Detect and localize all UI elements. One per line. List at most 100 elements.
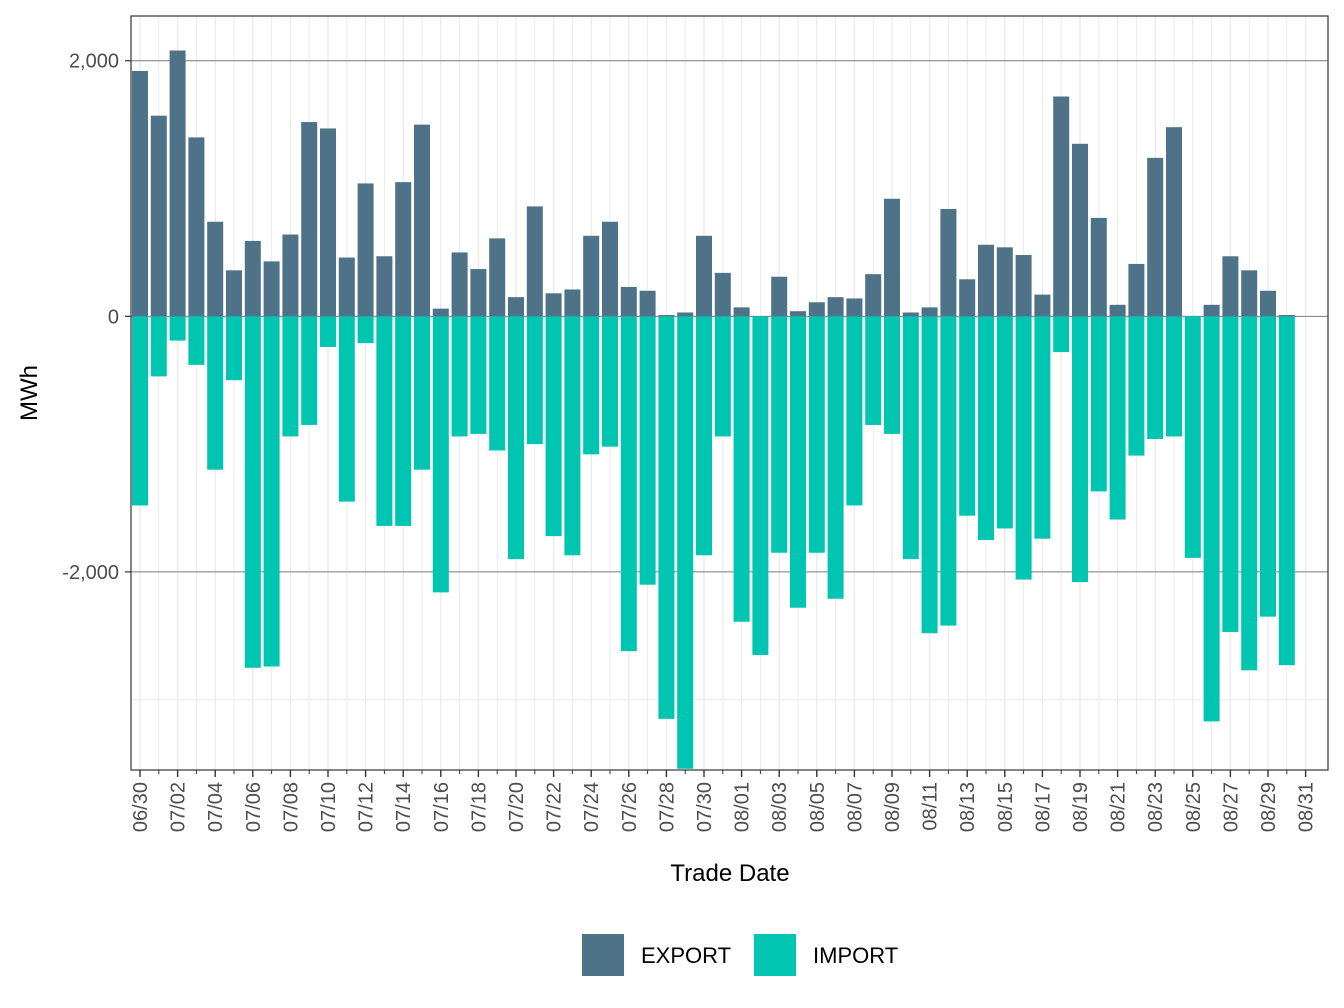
bar-import-08-01 bbox=[733, 316, 750, 622]
bar-import-08-19 bbox=[1072, 316, 1088, 583]
bar-export-08-04 bbox=[790, 311, 806, 317]
bar-import-07-09 bbox=[301, 316, 318, 425]
bar-export-07-12 bbox=[357, 183, 374, 317]
bar-export-07-07 bbox=[263, 261, 280, 317]
legend: EXPORT IMPORT bbox=[582, 934, 898, 976]
bar-export-08-05 bbox=[808, 302, 825, 317]
bar-import-07-15 bbox=[414, 316, 430, 470]
bar-export-08-17 bbox=[1034, 294, 1051, 317]
bar-export-07-22 bbox=[545, 293, 562, 317]
x-tick-label: 07/16 bbox=[431, 782, 453, 832]
y-tick-label: 0 bbox=[108, 306, 119, 328]
x-tick-label: 06/30 bbox=[130, 782, 152, 832]
bar-export-07-28 bbox=[658, 315, 675, 317]
bar-import-06-30 bbox=[132, 316, 148, 506]
bar-import-07-16 bbox=[432, 316, 449, 593]
bar-export-08-07 bbox=[846, 298, 863, 317]
bar-import-08-07 bbox=[846, 316, 863, 506]
bar-import-07-12 bbox=[357, 316, 374, 344]
bar-export-08-30 bbox=[1278, 315, 1295, 317]
y-axis-title: MWh bbox=[16, 365, 43, 421]
bar-export-08-23 bbox=[1147, 157, 1164, 317]
bar-export-06-30 bbox=[132, 70, 148, 317]
bar-import-07-14 bbox=[395, 316, 412, 526]
bar-export-08-24 bbox=[1166, 127, 1182, 317]
bar-export-08-26 bbox=[1203, 304, 1220, 317]
legend-key-export bbox=[582, 934, 624, 976]
legend-label-export: EXPORT bbox=[641, 943, 731, 968]
bar-import-08-05 bbox=[808, 316, 825, 553]
bar-import-07-25 bbox=[602, 316, 618, 447]
x-tick-label: 07/28 bbox=[656, 782, 678, 832]
bar-export-08-28 bbox=[1241, 270, 1258, 317]
bar-export-08-18 bbox=[1053, 96, 1070, 317]
bar-import-07-19 bbox=[489, 316, 506, 451]
bar-export-07-15 bbox=[414, 124, 430, 317]
bar-export-08-27 bbox=[1222, 256, 1239, 317]
bar-export-07-16 bbox=[432, 308, 449, 317]
bar-export-08-06 bbox=[827, 297, 844, 317]
bar-export-07-04 bbox=[207, 221, 224, 317]
bar-import-08-17 bbox=[1034, 316, 1051, 539]
x-tick-label: 07/20 bbox=[506, 782, 528, 832]
bar-export-07-05 bbox=[226, 270, 242, 317]
bar-export-08-10 bbox=[902, 312, 919, 317]
bar-export-07-25 bbox=[602, 221, 618, 317]
y-axis: 2,000 0 -2,000 bbox=[62, 51, 131, 584]
x-tick-label: 08/05 bbox=[807, 782, 829, 832]
bar-export-07-29 bbox=[677, 312, 694, 317]
x-tick-label: 07/10 bbox=[318, 782, 340, 832]
bar-import-08-10 bbox=[902, 316, 919, 560]
y-tick-label: 2,000 bbox=[69, 51, 119, 73]
bar-export-07-14 bbox=[395, 182, 412, 317]
bar-import-08-30 bbox=[1278, 316, 1295, 666]
bar-import-08-15 bbox=[996, 316, 1013, 529]
bar-export-08-09 bbox=[884, 198, 900, 317]
x-tick-label: 07/14 bbox=[393, 782, 415, 832]
x-tick-label: 07/22 bbox=[544, 782, 566, 832]
bar-export-08-19 bbox=[1072, 143, 1088, 317]
bar-import-08-20 bbox=[1090, 316, 1107, 492]
bar-import-07-22 bbox=[545, 316, 562, 537]
bar-export-07-24 bbox=[583, 235, 600, 317]
bar-export-08-12 bbox=[940, 208, 957, 317]
x-tick-label: 08/15 bbox=[995, 782, 1017, 832]
bar-export-08-15 bbox=[996, 247, 1013, 317]
bar-import-07-10 bbox=[320, 316, 336, 347]
bar-import-08-12 bbox=[940, 316, 957, 626]
bar-export-08-21 bbox=[1109, 304, 1126, 317]
x-tick-label: 08/19 bbox=[1070, 782, 1092, 832]
bar-export-07-30 bbox=[696, 235, 712, 317]
x-tick-label: 08/21 bbox=[1108, 782, 1130, 832]
bar-export-07-20 bbox=[508, 297, 524, 317]
legend-label-import: IMPORT bbox=[813, 943, 898, 968]
x-tick-label: 07/02 bbox=[168, 782, 190, 832]
x-tick-label: 08/01 bbox=[732, 782, 754, 832]
bar-import-07-28 bbox=[658, 316, 675, 719]
bar-import-08-16 bbox=[1015, 316, 1032, 580]
x-axis-title: Trade Date bbox=[670, 860, 789, 887]
bar-export-08-13 bbox=[959, 279, 976, 317]
bar-import-07-06 bbox=[244, 316, 261, 668]
bar-export-07-27 bbox=[639, 290, 656, 317]
x-tick-label: 07/18 bbox=[468, 782, 490, 832]
x-tick-label: 07/26 bbox=[619, 782, 641, 832]
x-tick-label: 08/29 bbox=[1258, 782, 1280, 832]
x-tick-label: 08/31 bbox=[1296, 782, 1318, 832]
bar-import-08-06 bbox=[827, 316, 844, 599]
bar-export-08-08 bbox=[865, 274, 882, 317]
bar-import-08-24 bbox=[1166, 316, 1182, 437]
bar-import-08-25 bbox=[1184, 316, 1201, 558]
bar-export-07-18 bbox=[470, 269, 487, 317]
bar-export-07-19 bbox=[489, 238, 506, 317]
bar-import-08-08 bbox=[865, 316, 882, 425]
bar-import-08-22 bbox=[1128, 316, 1145, 456]
bar-import-08-28 bbox=[1241, 316, 1258, 671]
bar-export-08-11 bbox=[921, 307, 938, 317]
x-axis: 06/30 07/02 07/04 07/06 07/08 07/10 07/12 07/14… bbox=[130, 770, 1318, 832]
bar-export-07-01 bbox=[150, 115, 167, 317]
x-tick-label: 08/03 bbox=[769, 782, 791, 832]
bar-import-07-13 bbox=[376, 316, 393, 526]
bar-import-07-27 bbox=[639, 316, 656, 585]
